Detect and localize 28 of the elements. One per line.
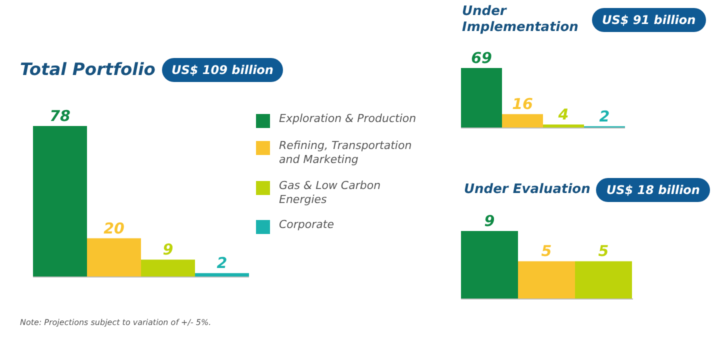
chart-subtitle: US$ 109 billion	[162, 58, 284, 82]
chart-title: Total Portfolio	[20, 60, 156, 80]
chart-title: Under Evaluation	[464, 182, 590, 198]
bar	[87, 238, 141, 277]
legend-label: Exploration & Production	[279, 112, 418, 126]
chart-title: Under Implementation	[462, 4, 580, 36]
legend-label: Gas & Low Carbon Energies	[279, 178, 382, 208]
bar	[33, 126, 87, 277]
data-label: 4	[557, 106, 569, 124]
bar	[141, 260, 195, 277]
data-label: 78	[50, 107, 70, 125]
data-label: 16	[512, 95, 533, 114]
data-label: 9	[484, 212, 495, 230]
data-label: 20	[104, 219, 124, 238]
text: Note: Projections subject to variation of +/- 5%.	[20, 318, 212, 327]
data-label: 9	[162, 240, 174, 259]
bar	[502, 114, 543, 128]
legend-label: Refining, Transportation and Marketing	[279, 139, 413, 168]
chart-subtitle: US$ 18 billion	[596, 178, 710, 202]
data-label: 2	[216, 254, 228, 272]
data-label: 5	[541, 242, 552, 260]
data-label: 5	[598, 242, 609, 260]
chart-subtitle: US$ 91 billion	[592, 8, 706, 32]
data-label: 69	[471, 49, 492, 67]
bar	[461, 68, 502, 128]
bar	[195, 273, 249, 277]
legend-label: Corporate	[279, 218, 335, 232]
data-label: 2	[599, 107, 610, 126]
